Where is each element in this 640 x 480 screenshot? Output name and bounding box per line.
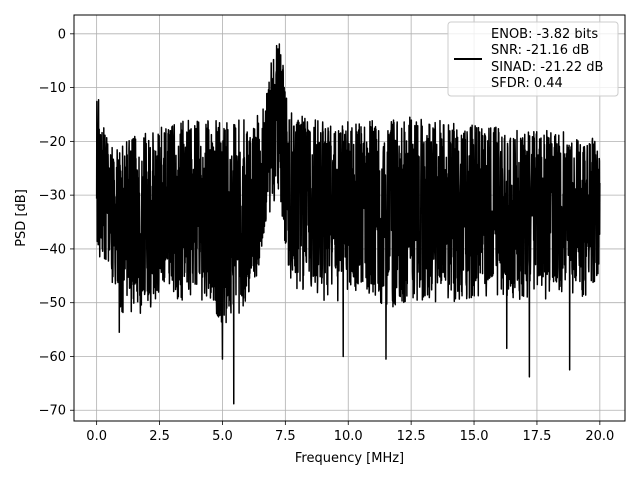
x-tick-label: 12.5 <box>397 429 426 444</box>
x-tick-label: 20.0 <box>585 429 614 444</box>
x-tick-label: 17.5 <box>522 429 551 444</box>
x-tick-label: 0.0 <box>86 429 107 444</box>
y-tick-label: −50 <box>39 296 66 311</box>
x-tick-label: 7.5 <box>275 429 296 444</box>
legend: ENOB: -3.82 bits SNR: -21.16 dB SINAD: -… <box>447 21 619 97</box>
x-tick-label: 10.0 <box>334 429 363 444</box>
legend-line-enob: ENOB: -3.82 bits <box>491 27 598 42</box>
x-tick-label: 5.0 <box>212 429 233 444</box>
y-tick-label: −10 <box>39 81 66 96</box>
plot-area-frame <box>73 14 626 422</box>
x-axis-ticks: 0.0 2.5 5.0 7.5 10.0 12.5 15.0 17.5 20.0 <box>86 421 614 444</box>
x-tick-label: 2.5 <box>149 429 170 444</box>
legend-box <box>447 21 619 97</box>
y-tick-label: −20 <box>39 135 66 150</box>
y-axis-label: PSD [dB] <box>14 189 29 247</box>
x-tick-label: 15.0 <box>460 429 489 444</box>
legend-line-snr: SNR: -21.16 dB <box>491 43 589 58</box>
psd-series-line <box>95 43 601 405</box>
y-tick-label: −60 <box>39 350 66 365</box>
y-axis-ticks: 0 −10 −20 −30 −40 −50 −60 −70 <box>39 27 74 419</box>
legend-line-sinad: SINAD: -21.22 dB <box>491 60 603 75</box>
legend-line-sfdr: SFDR: 0.44 <box>491 76 563 91</box>
y-tick-label: −70 <box>39 404 66 419</box>
y-tick-label: −30 <box>39 189 66 204</box>
psd-trace-path <box>95 43 601 405</box>
y-tick-label: 0 <box>58 27 66 42</box>
y-tick-label: −40 <box>39 242 66 257</box>
x-axis-label: Frequency [MHz] <box>295 451 404 466</box>
